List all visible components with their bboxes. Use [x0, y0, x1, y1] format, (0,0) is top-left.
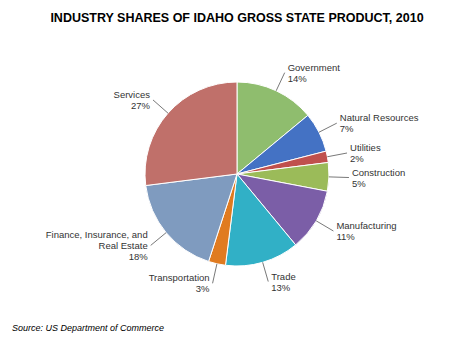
svg-text:Utilities2%: Utilities2%: [350, 142, 381, 164]
svg-text:Manufacturing11%: Manufacturing11%: [336, 220, 396, 242]
svg-text:Finance, Insurance, andReal Es: Finance, Insurance, andReal Estate18%: [46, 229, 148, 262]
html-text:Source: US Department of Comme: Source: US Department of Commerce: [12, 323, 165, 333]
svg-text:Services27%: Services27%: [114, 89, 151, 111]
svg-text:Transportation3%: Transportation3%: [149, 272, 210, 294]
svg-text:Government14%: Government14%: [288, 62, 341, 84]
svg-text:Construction5%: Construction5%: [352, 167, 405, 189]
svg-text:Trade13%: Trade13%: [271, 271, 295, 293]
svg-text:Natural Resources7%: Natural Resources7%: [340, 112, 419, 134]
html-text:INDUSTRY SHARES OF IDAHO GROSS: INDUSTRY SHARES OF IDAHO GROSS STATE PRO…: [50, 11, 424, 25]
